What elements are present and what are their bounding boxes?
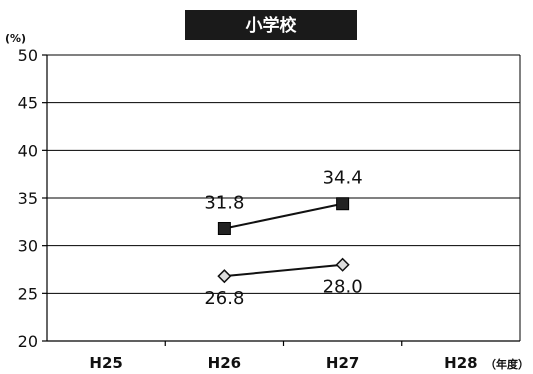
data-point-square (336, 197, 350, 211)
y-tick-label: 40 (18, 141, 38, 160)
series-line-diamond (224, 263, 343, 278)
y-axis-unit: (%) (5, 32, 26, 45)
y-tick-label: 25 (18, 284, 38, 303)
y-tick-label: 50 (18, 46, 38, 65)
data-point-diamond (217, 269, 232, 284)
series-line-square (224, 202, 343, 230)
x-tick-label: H26 (208, 354, 241, 372)
data-label: 28.0 (323, 277, 363, 298)
x-tick-label: H25 (89, 354, 122, 372)
chart-title-background (185, 10, 357, 40)
data-label: 34.4 (323, 168, 363, 189)
y-tick-label: 35 (18, 189, 38, 208)
data-label: 31.8 (204, 193, 244, 214)
y-tick-label: 45 (18, 94, 38, 113)
data-label: 26.8 (204, 288, 244, 309)
data-point-diamond (335, 257, 350, 272)
y-tick-label: 30 (18, 237, 38, 256)
x-tick-label: H27 (326, 354, 359, 372)
x-axis-unit: （年度） (485, 357, 529, 371)
x-tick-label: H28 (444, 354, 477, 372)
data-point-square (217, 222, 231, 236)
y-tick-label: 20 (18, 332, 38, 351)
chart-title: 小学校 (246, 15, 298, 36)
